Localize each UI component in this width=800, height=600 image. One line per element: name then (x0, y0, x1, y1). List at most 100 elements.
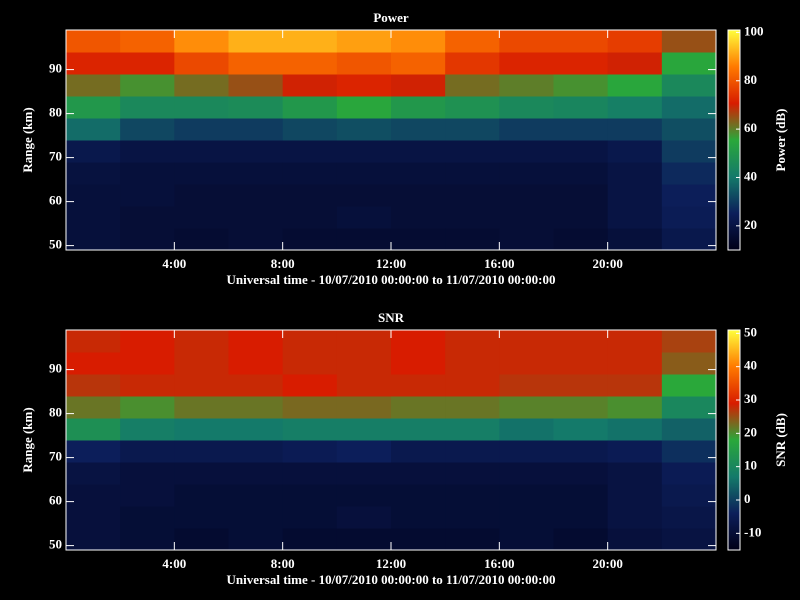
heatmap-cell (120, 118, 175, 141)
heatmap-cell (282, 374, 338, 397)
heatmap-cell (282, 418, 338, 441)
heatmap-cell (66, 162, 121, 185)
x-tick-label: 12:00 (376, 556, 406, 571)
heatmap-cell (499, 118, 554, 141)
heatmap-cell (174, 506, 229, 529)
x-tick-label: 20:00 (592, 256, 622, 271)
heatmap-cell (282, 162, 338, 185)
heatmap-cell (553, 52, 609, 75)
heatmap-cell (445, 118, 500, 141)
heatmap-cell (499, 96, 554, 119)
y-axis-label: Range (km) (20, 107, 35, 172)
heatmap-cell (607, 396, 663, 419)
heatmap-cell (499, 484, 554, 507)
heatmap-cell (553, 118, 609, 141)
heatmap-cell (228, 484, 284, 507)
heatmap-cell (499, 74, 554, 97)
heatmap-cell (445, 96, 500, 119)
heatmap-cell (228, 418, 284, 441)
heatmap-cell (553, 184, 609, 207)
x-tick-label: 16:00 (484, 256, 514, 271)
heatmap-cell (282, 330, 338, 353)
colorbar-tick-label: 20 (744, 424, 757, 439)
heatmap-cell (174, 140, 229, 163)
heatmap-cell (553, 228, 609, 250)
y-tick-label: 70 (49, 149, 62, 164)
heatmap-cell (120, 74, 175, 97)
heatmap-cell (174, 206, 229, 229)
heatmap-cell (228, 462, 284, 485)
heatmap-cell (282, 396, 338, 419)
heatmap-cell (391, 352, 446, 375)
heatmap-cell (336, 418, 392, 441)
heatmap-cell (607, 352, 663, 375)
heatmap-cell (445, 184, 500, 207)
heatmap-cell (445, 140, 500, 163)
heatmap-cell (661, 228, 716, 250)
colorbar-label: Power (dB) (773, 109, 788, 172)
heatmap-cell (391, 96, 446, 119)
heatmap-cell (336, 118, 392, 141)
heatmap-cell (120, 440, 175, 463)
heatmap-cell (499, 374, 554, 397)
x-axis-label: Universal time - 10/07/2010 00:00:00 to … (227, 572, 556, 587)
heatmap-cell (499, 506, 554, 529)
heatmap-cell (228, 396, 284, 419)
heatmap-cell (66, 206, 121, 229)
heatmap-cell (282, 96, 338, 119)
heatmap-cell (336, 162, 392, 185)
heatmap-cell (607, 206, 663, 229)
heatmap-cell (66, 396, 121, 419)
heatmap-cell (445, 228, 500, 250)
heatmap-cell (553, 330, 609, 353)
heatmap-cell (607, 330, 663, 353)
heatmap-cell (174, 330, 229, 353)
heatmap-cell (120, 206, 175, 229)
heatmap-cell (607, 440, 663, 463)
heatmap-cell (553, 418, 609, 441)
heatmap-cell (661, 206, 716, 229)
heatmap-cell (282, 52, 338, 75)
heatmap-cell (553, 96, 609, 119)
heatmap (66, 30, 716, 250)
heatmap-cell (499, 228, 554, 250)
x-tick-label: 12:00 (376, 256, 406, 271)
colorbar-tick-label: 50 (744, 324, 757, 339)
heatmap-cell (607, 228, 663, 250)
heatmap-cell (499, 184, 554, 207)
heatmap-cell (445, 484, 500, 507)
heatmap-cell (661, 352, 716, 375)
heatmap-cell (336, 52, 392, 75)
heatmap-cell (661, 96, 716, 119)
heatmap-cell (445, 352, 500, 375)
x-tick-label: 8:00 (271, 556, 295, 571)
heatmap-cell (120, 184, 175, 207)
heatmap-cell (391, 162, 446, 185)
heatmap-cell (499, 352, 554, 375)
heatmap-cell (607, 74, 663, 97)
heatmap-cell (120, 228, 175, 250)
y-axis-label: Range (km) (20, 407, 35, 472)
heatmap-cell (120, 52, 175, 75)
heatmap-cell (391, 206, 446, 229)
heatmap-cell (661, 396, 716, 419)
heatmap-cell (445, 162, 500, 185)
heatmap-cell (553, 140, 609, 163)
heatmap-cell (66, 374, 121, 397)
heatmap-cell (445, 440, 500, 463)
heatmap-cell (174, 52, 229, 75)
colorbar-tick-label: 30 (744, 391, 757, 406)
heatmap-cell (228, 506, 284, 529)
heatmap-cell (499, 206, 554, 229)
heatmap-cell (445, 74, 500, 97)
heatmap-cell (661, 484, 716, 507)
heatmap-cell (174, 528, 229, 550)
heatmap-cell (391, 506, 446, 529)
heatmap-cell (282, 118, 338, 141)
heatmap-cell (445, 462, 500, 485)
heatmap-cell (553, 484, 609, 507)
heatmap-cell (228, 352, 284, 375)
heatmap-cell (120, 330, 175, 353)
heatmap-cell (445, 506, 500, 529)
